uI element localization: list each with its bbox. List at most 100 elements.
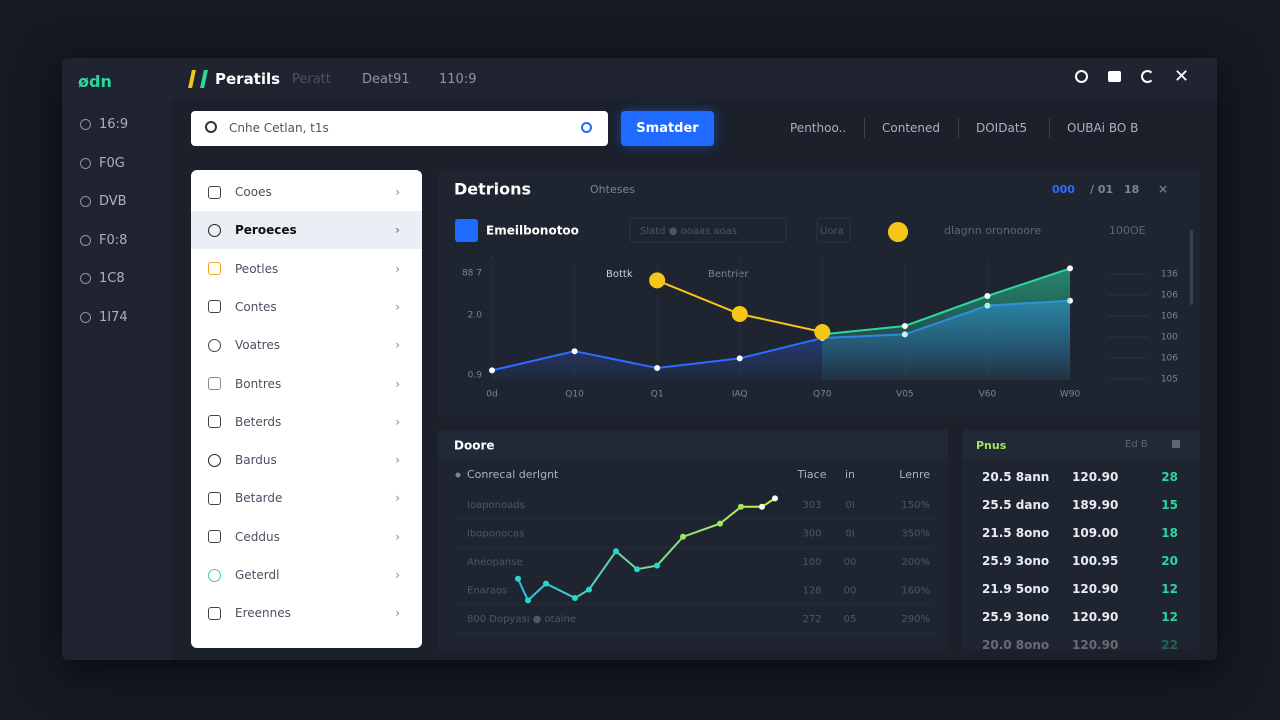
filter-box (816, 217, 851, 243)
table-cell: 272 (802, 614, 821, 625)
search-button[interactable]: Smatder (621, 111, 714, 146)
menu-item[interactable]: Geterdl › (191, 556, 422, 594)
menu-item[interactable]: Ereennes › (191, 594, 422, 632)
top-tab[interactable]: Deat91 (362, 72, 410, 87)
top-link[interactable]: OUBAi BO B (1067, 121, 1139, 135)
menu-icon (208, 185, 221, 199)
table-cell: 290% (901, 614, 930, 625)
menu-item[interactable]: Bontres › (191, 365, 422, 403)
menu-label: Cooes (235, 185, 272, 199)
sidebar-label: 1I74 (99, 309, 128, 325)
filter-text: Slatd ● ooaas aoas (640, 226, 737, 237)
sidebar-label: DVB (99, 194, 127, 209)
sidebar-item[interactable]: F0:8 (80, 233, 127, 248)
menu-item[interactable]: Voatres › (191, 326, 422, 364)
table-cell: 800 Dopyasi ● otaine (467, 614, 576, 625)
y2-label: 106 (1161, 312, 1178, 322)
sidebar: ødn (62, 58, 172, 660)
search-input[interactable]: Cnhe Cetlan, t1s (191, 111, 608, 146)
table-cell: Aneopanse (467, 557, 523, 568)
value-cell: 25.9 3ono (982, 610, 1050, 624)
menu-list: Cooes › Peroeces › Peotles › Contes › Voatres › Bo… (191, 170, 422, 648)
link-divider (864, 118, 865, 138)
menu-chevron: › (395, 491, 400, 506)
menu-icon (208, 606, 221, 620)
menu-label: Bardus (235, 453, 277, 468)
value-cell: 20 (1161, 554, 1178, 568)
refresh-button[interactable] (1075, 70, 1088, 83)
menu-icon (208, 491, 221, 505)
legend-title: Emeilbonotoo (486, 224, 579, 238)
mini-point (717, 520, 723, 527)
top-tab[interactable]: 110:9 (439, 72, 477, 87)
menu-icon (208, 223, 221, 237)
y2-label: 106 (1161, 291, 1178, 301)
sidebar-icon (80, 196, 91, 207)
window-controls[interactable]: ✕ (1075, 66, 1190, 87)
series-point (731, 306, 748, 322)
table-cell: 300 (802, 529, 821, 540)
menu-label: Peotles (235, 261, 279, 276)
menu-item[interactable]: Betarde › (191, 479, 422, 517)
menu-icon (208, 453, 221, 467)
menu-item[interactable]: Ceddus › (191, 518, 422, 556)
menu-icon (208, 415, 221, 429)
top-link[interactable]: DOIDat5 (976, 121, 1028, 135)
series-line (822, 267, 1071, 336)
close-icon: ✕ (1158, 183, 1168, 197)
sync-button[interactable] (1141, 70, 1154, 83)
mini-line (517, 497, 776, 603)
menu-item[interactable]: Contes › (191, 288, 422, 326)
y-label: 88 7 (462, 269, 482, 279)
annotation: Bottk (606, 269, 633, 280)
menu-chevron: › (395, 299, 400, 314)
header-bar (962, 430, 1200, 458)
value-cell: 18 (1161, 526, 1178, 540)
table-cell: 05 (844, 614, 857, 625)
value-cell: 20.0 8ono (982, 638, 1050, 652)
link-divider (1049, 118, 1050, 138)
menu-item[interactable]: Bardus › (191, 441, 422, 479)
x-label: Q1 (651, 390, 664, 400)
menu-label: Geterdl (235, 568, 280, 582)
menu-item[interactable]: Beterds › (191, 403, 422, 441)
bottom-right-panel: Pnus Ed B 20.5 8ann 120.90 28 25.5 dano 189.90… (962, 430, 1200, 652)
menu-item[interactable]: Peroeces › (191, 211, 422, 250)
menu-chevron: › (395, 568, 400, 582)
menu-label: Voatres (235, 338, 280, 353)
top-bar (172, 58, 1217, 100)
mini-point (515, 575, 521, 582)
top-link[interactable]: Contened (882, 121, 941, 135)
table-cell: Enaraos (467, 586, 507, 597)
series-point (736, 355, 743, 362)
menu-item[interactable]: Cooes › (191, 173, 422, 211)
series-area (822, 268, 1070, 380)
sidebar-icon (80, 119, 91, 130)
top-tab[interactable]: Peratt (292, 72, 331, 87)
mini-point (654, 562, 660, 569)
sidebar-item[interactable]: F0G (80, 156, 125, 171)
menu-chevron: › (395, 223, 400, 238)
value-cell: 15 (1161, 498, 1178, 512)
screen-button[interactable] (1108, 71, 1121, 82)
table-cell: 00 (844, 586, 857, 597)
y2-label: 100 (1161, 333, 1178, 343)
sidebar-item[interactable]: DVB (80, 194, 127, 209)
close-button[interactable]: ✕ (1174, 66, 1190, 87)
sidebar-item[interactable]: 1I74 (80, 310, 128, 325)
sidebar-item[interactable]: 16:9 (80, 117, 128, 132)
mini-point (586, 586, 592, 593)
sidebar-item[interactable]: 1C8 (80, 271, 125, 286)
value-cell: 120.90 (1072, 610, 1119, 624)
table-cell: 200% (901, 557, 930, 568)
panel-title: Doore (454, 439, 495, 453)
mini-point (525, 597, 531, 604)
menu-icon (208, 568, 221, 582)
link-divider (958, 118, 959, 138)
menu-item[interactable]: Peotles › (191, 250, 422, 288)
top-link[interactable]: Penthoo.. (790, 121, 847, 135)
table-cell: 128 (802, 586, 821, 597)
x-label: V60 (979, 390, 997, 400)
search-go[interactable] (581, 122, 592, 133)
series-point (901, 323, 908, 329)
